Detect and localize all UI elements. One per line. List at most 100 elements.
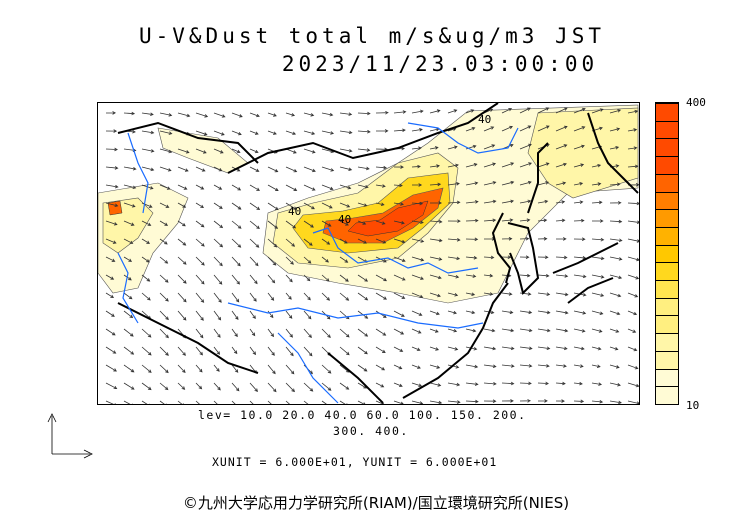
- wind-arrow: [393, 400, 404, 404]
- wind-arrow: [321, 184, 334, 191]
- wind-arrow: [573, 237, 586, 241]
- wind-arrow: [231, 220, 242, 229]
- wind-arrow: [519, 218, 531, 222]
- wind-arrow: [105, 166, 119, 170]
- wind-arrow: [159, 112, 173, 117]
- wind-arrow: [627, 164, 639, 169]
- wind-arrow: [123, 310, 134, 319]
- wind-arrow: [429, 182, 442, 187]
- wind-arrow: [123, 382, 135, 390]
- wind-arrow: [105, 364, 117, 372]
- wind-arrow: [375, 292, 387, 300]
- wind-arrow: [591, 200, 603, 205]
- wind-arrow: [195, 292, 205, 303]
- wind-arrow: [555, 255, 568, 260]
- wind-arrow: [393, 310, 405, 317]
- wind-arrow: [231, 310, 239, 320]
- wind-arrow: [177, 166, 189, 172]
- wind-arrow: [429, 146, 439, 150]
- wind-arrow: [465, 274, 477, 278]
- wind-arrow: [195, 220, 205, 228]
- wind-arrow: [627, 310, 638, 316]
- wind-arrow: [339, 346, 350, 356]
- wind-arrow: [465, 163, 478, 168]
- wind-arrow: [105, 129, 118, 133]
- wind-arrow: [249, 148, 259, 154]
- wind-arrow: [159, 238, 168, 245]
- wind-arrow: [339, 220, 349, 226]
- wind-arrow: [447, 382, 461, 387]
- wind-arrow: [231, 328, 238, 338]
- wind-arrow: [465, 399, 479, 404]
- wind-arrow: [195, 148, 207, 154]
- wind-arrow: [609, 328, 620, 333]
- wind-arrow: [537, 162, 550, 168]
- wind-arrow: [321, 364, 332, 374]
- wind-arrow: [303, 400, 309, 404]
- wind-arrow: [105, 346, 117, 354]
- wind-arrow: [357, 238, 368, 244]
- wind-arrow: [519, 199, 532, 204]
- wind-arrow: [447, 238, 461, 242]
- wind-arrow: [555, 125, 568, 132]
- wind-arrow: [429, 256, 443, 261]
- wind-arrow: [375, 274, 388, 282]
- wind-arrow: [519, 364, 533, 368]
- wind-arrow: [321, 238, 331, 245]
- wind-arrow: [303, 382, 314, 392]
- wind-arrow: [627, 238, 639, 243]
- wind-arrow: [465, 310, 476, 315]
- wind-arrow: [159, 148, 173, 154]
- rivers: [117, 122, 519, 404]
- wind-arrow: [213, 346, 221, 355]
- wind-arrow: [537, 399, 548, 403]
- wind-arrow: [519, 125, 532, 132]
- colorbar-segment: [656, 333, 678, 351]
- wind-arrow: [537, 181, 550, 186]
- wind-arrow: [141, 148, 155, 153]
- wind-arrow: [429, 274, 442, 280]
- wind-arrow: [393, 328, 405, 335]
- wind-arrow: [249, 400, 254, 404]
- wind-arrow: [249, 130, 259, 135]
- wind-arrow: [627, 274, 639, 280]
- wind-arrow: [285, 274, 293, 283]
- wind-arrow: [213, 400, 218, 404]
- wind-arrow: [555, 399, 565, 403]
- wind-arrow: [177, 292, 187, 303]
- wind-arrow: [573, 274, 587, 279]
- wind-arrow: [555, 162, 567, 168]
- wind-arrow: [231, 400, 236, 404]
- border-kazakhstan: [117, 121, 259, 164]
- wind-arrow: [339, 382, 350, 390]
- wind-arrow: [627, 346, 638, 352]
- wind-arrow: [303, 148, 316, 154]
- wind-arrow: [339, 202, 351, 208]
- wind-arrow: [447, 292, 459, 297]
- river-indus: [117, 252, 139, 324]
- wind-arrow: [195, 184, 205, 190]
- wind-arrow: [609, 238, 623, 243]
- wind-arrow: [213, 220, 224, 229]
- wind-arrow: [195, 328, 204, 339]
- wind-arrow: [213, 166, 223, 172]
- wind-arrow: [411, 292, 424, 299]
- wind-arrow: [213, 238, 224, 248]
- wind-arrow: [411, 310, 423, 316]
- wind-arrow: [483, 273, 494, 278]
- wind-arrow: [123, 364, 135, 373]
- wind-arrow: [123, 256, 133, 262]
- wind-arrow: [267, 292, 275, 301]
- wind-arrow: [519, 107, 531, 114]
- wind-arrow: [447, 400, 461, 404]
- wind-arrow: [627, 220, 639, 225]
- colorbar-segment: [656, 297, 678, 316]
- vector-unit-arrows-icon: [47, 413, 93, 459]
- wind-arrow: [123, 166, 137, 171]
- wind-arrow: [213, 382, 221, 391]
- wind-arrow: [213, 130, 225, 136]
- wind-arrow: [483, 218, 497, 223]
- wind-arrow: [177, 400, 184, 404]
- wind-arrow: [483, 346, 497, 351]
- wind-arrow: [105, 184, 119, 189]
